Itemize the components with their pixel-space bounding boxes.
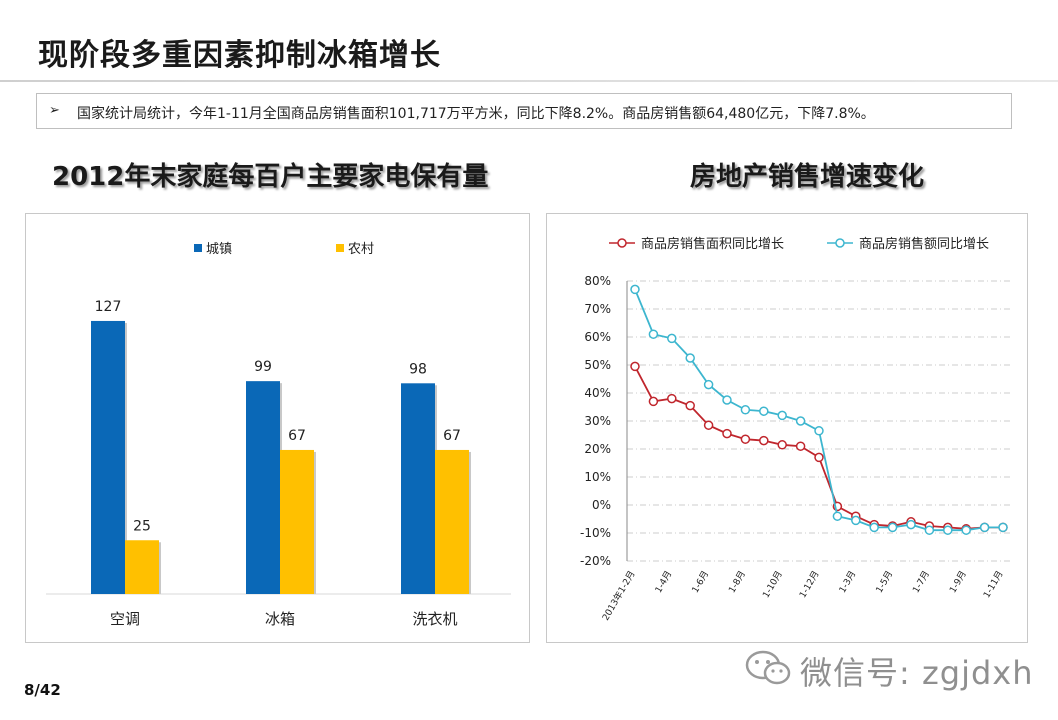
y-tick-label: 60%	[584, 330, 611, 344]
data-label: 98	[409, 361, 427, 377]
point-2-15	[887, 522, 898, 533]
point-1-3	[667, 393, 677, 404]
point-2-2	[648, 329, 659, 339]
x-tick-label: 2013年1-2月	[599, 569, 637, 623]
line-chart-title: 房地产销售增速变化	[690, 162, 925, 192]
y-tick-label: -20%	[580, 554, 611, 568]
data-label: 127	[95, 299, 122, 315]
point-1-6	[722, 428, 732, 439]
x-tick-label: 1-12月	[797, 569, 821, 600]
y-tick-label: 30%	[584, 414, 611, 428]
category-label-洗衣机: 洗衣机	[412, 610, 457, 628]
wechat-icon	[745, 650, 791, 685]
y-tick-label: 0%	[592, 498, 611, 512]
legend-label-2: 商品房销售额同比增长	[859, 236, 989, 252]
legend-label-1: 商品房销售面积同比增长	[641, 236, 784, 252]
x-tick-label: 1-5月	[874, 569, 895, 595]
point-2-1	[630, 284, 640, 295]
point-1-4	[685, 400, 695, 411]
point-2-4	[685, 353, 695, 363]
line-chart-panel: 商品房销售面积同比增长 商品房销售额同比增长 80% 70% 60% 50% 40% 30% 2…	[546, 213, 1028, 643]
point-2-20	[979, 522, 990, 533]
bar-城镇-冰箱	[246, 381, 280, 594]
x-tick-label: 1-10月	[761, 569, 785, 600]
bar-chart-panel: 城镇 农村 127 25 空调 99 67 冰箱 98 67 洗衣机	[25, 213, 530, 643]
point-2-3	[667, 333, 677, 344]
legend-label-2: 农村	[348, 242, 374, 257]
series-line-1	[634, 365, 1003, 530]
arrow-bullet-icon: ➢	[49, 103, 60, 118]
wechat-watermark: 微信号: zgjdxh	[744, 646, 1034, 692]
point-2-18	[943, 525, 953, 535]
x-tick-label: 1-7月	[911, 569, 932, 595]
point-2-6	[722, 395, 732, 405]
point-2-11	[814, 426, 824, 436]
point-2-17	[924, 525, 935, 535]
bar-城镇-空调	[91, 320, 125, 594]
y-tick-label: -10%	[580, 526, 611, 540]
bar-城镇-洗衣机	[401, 383, 435, 594]
y-tick-label: 70%	[584, 302, 611, 316]
bar-chart: 城镇 农村 127 25 空调 99 67 冰箱 98 67 洗衣机	[46, 242, 511, 628]
point-2-7	[740, 405, 751, 415]
point-2-16	[906, 519, 916, 530]
point-2-8	[759, 406, 769, 416]
bar-农村-洗衣机	[435, 449, 469, 594]
data-label: 25	[133, 518, 151, 534]
point-2-14	[869, 522, 879, 533]
point-1-7	[740, 434, 751, 444]
point-2-13	[851, 515, 861, 526]
wechat-label: 微信号: zgjdxh	[800, 654, 1034, 692]
point-2-9	[777, 410, 787, 421]
category-label-冰箱: 冰箱	[265, 610, 295, 628]
note-box: ➢ 国家统计局统计，今年1-11月全国商品房销售面积101,717万平方米，同比…	[36, 93, 1012, 129]
point-1-8	[759, 435, 769, 446]
legend-label-1: 城镇	[206, 242, 232, 257]
point-2-10	[795, 416, 806, 426]
y-tick-label: 10%	[584, 470, 611, 484]
x-tick-label: 1-9月	[947, 569, 968, 595]
x-tick-label: 1-8月	[727, 569, 748, 595]
point-1-9	[777, 440, 787, 450]
slide-title: 现阶段多重因素抑制冰箱增长	[38, 38, 441, 73]
point-2-12	[832, 511, 843, 521]
y-tick-label: 40%	[584, 386, 611, 400]
point-1-2	[648, 396, 659, 407]
point-2-5	[703, 379, 714, 390]
legend-marker-2	[835, 238, 845, 248]
point-1-11	[814, 452, 824, 463]
bar-chart-title: 2012年末家庭每百户主要家电保有量	[52, 162, 489, 192]
y-tick-label: 20%	[584, 442, 611, 456]
data-label: 67	[288, 428, 306, 444]
x-tick-label: 1-4月	[653, 569, 674, 595]
point-2-19	[961, 525, 971, 535]
legend-swatch-2	[336, 244, 344, 252]
y-tick-label: 80%	[584, 274, 611, 288]
title-divider	[0, 80, 1058, 82]
point-1-10	[795, 441, 806, 451]
data-label: 99	[254, 359, 272, 375]
data-label: 67	[443, 428, 461, 444]
line-chart: 商品房销售面积同比增长 商品房销售额同比增长 80% 70% 60% 50% 40% 30% 2…	[580, 236, 1011, 623]
category-label-空调: 空调	[110, 610, 140, 628]
legend-marker-1	[617, 238, 627, 248]
x-tick-label: 1-11月	[981, 569, 1005, 600]
x-tick-label: 1-3月	[837, 569, 858, 595]
y-tick-label: 50%	[584, 358, 611, 372]
page-number: 8/42	[24, 681, 61, 699]
point-2-21	[998, 522, 1008, 533]
point-1-1	[630, 361, 640, 372]
legend-swatch-1	[194, 244, 202, 252]
bar-农村-冰箱	[280, 449, 314, 594]
note-text: 国家统计局统计，今年1-11月全国商品房销售面积101,717万平方米，同比下降…	[77, 106, 875, 122]
x-tick-label: 1-6月	[690, 569, 711, 595]
bar-农村-空调	[125, 540, 159, 594]
point-1-5	[703, 420, 714, 430]
